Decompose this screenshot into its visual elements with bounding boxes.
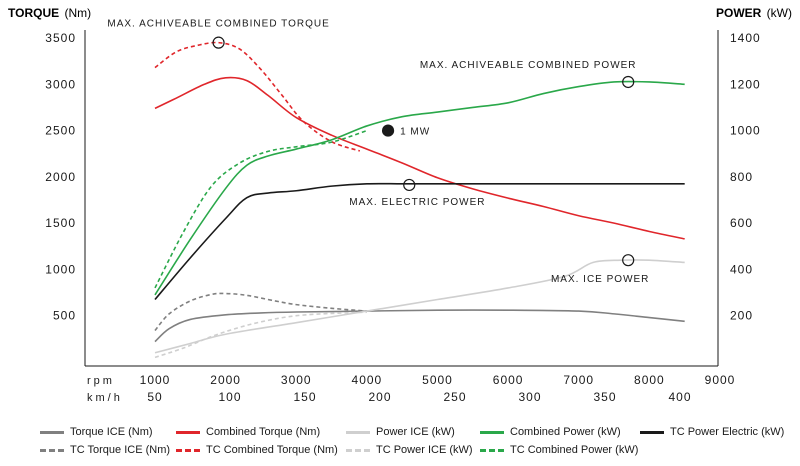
series-line-tc-combined-torque-nm	[154, 41, 361, 152]
legend-swatch	[176, 448, 200, 452]
left-axis-ticks: 500 1000 1500 2000 2500 3000 3500	[45, 31, 76, 323]
series-line-tc-torque-ice-nm	[154, 292, 367, 332]
left-tick-label: 500	[53, 309, 76, 323]
legend-item: TC Power ICE (kW)	[346, 444, 473, 456]
legend-swatch	[640, 430, 664, 434]
right-tick-label: 600	[730, 216, 753, 230]
legend-item: Torque ICE (Nm)	[40, 426, 153, 438]
left-axis-unit: (Nm)	[64, 6, 91, 20]
right-tick-label: 1000	[730, 124, 761, 138]
series-line-tc-combined-power-kw	[154, 129, 368, 289]
legend-swatch	[480, 430, 504, 434]
left-tick-label: 2500	[45, 124, 76, 138]
right-tick-label: 800	[730, 170, 753, 184]
rpm-label: rpm	[87, 375, 115, 387]
kmh-label: km/h	[87, 392, 123, 404]
annotation-label: MAX. ELECTRIC POWER	[349, 197, 485, 208]
right-tick-label: 400	[730, 262, 753, 276]
rpm-tick-label: 1000	[140, 373, 171, 387]
legend-label: TC Combined Torque (Nm)	[206, 444, 338, 456]
legend-label: TC Power ICE (kW)	[376, 444, 473, 456]
legend-label: TC Torque ICE (Nm)	[70, 444, 171, 456]
annotation-marker	[212, 36, 225, 49]
annotation-label: MAX. ACHIVEABLE COMBINED POWER	[420, 60, 637, 71]
rpm-tick-label: 4000	[352, 373, 383, 387]
kmh-tick-label: 350	[593, 390, 616, 404]
legend-item: Power ICE (kW)	[346, 426, 455, 438]
kmh-tick-label: 250	[443, 390, 466, 404]
legend-label: Combined Torque (Nm)	[206, 426, 321, 438]
annotation-marker	[622, 75, 635, 89]
kmh-tick-label: 300	[518, 390, 541, 404]
legend-item: TC Torque ICE (Nm)	[40, 444, 170, 456]
right-tick-label: 200	[730, 309, 753, 323]
annotation-marker	[403, 178, 416, 192]
rpm-tick-label: 5000	[422, 373, 453, 387]
annotation-layer: MAX. ACHIVEABLE COMBINED TORQUE MAX. ACHI…	[107, 19, 649, 286]
legend-swatch	[40, 448, 64, 452]
rpm-tick-label: 8000	[634, 373, 665, 387]
kmh-tick-label: 400	[668, 390, 691, 404]
legend-item: Combined Power (kW)	[480, 426, 621, 438]
series-line-power-ice-kw	[154, 259, 685, 354]
kmh-tick-label: 150	[293, 390, 316, 404]
legend-label: TC Combined Power (kW)	[510, 444, 639, 456]
legend-swatch	[346, 448, 370, 452]
rpm-tick-label: 6000	[493, 373, 524, 387]
series-line-combined-torque-nm	[154, 76, 685, 240]
kmh-tick-label: 50	[147, 390, 162, 404]
series-layer	[154, 41, 685, 359]
right-tick-label: 1200	[730, 77, 761, 91]
left-axis-title: TORQUE (Nm)	[8, 6, 91, 20]
annotation-label: 1 MW	[400, 127, 430, 138]
kmh-tick-label: 200	[368, 390, 391, 404]
kmh-tick-label: 100	[218, 390, 241, 404]
annotation-label: MAX. ACHIVEABLE COMBINED TORQUE	[107, 19, 329, 30]
legend-label: Combined Power (kW)	[510, 426, 621, 438]
legend-item: TC Combined Torque (Nm)	[176, 444, 338, 456]
left-tick-label: 3500	[45, 31, 76, 45]
right-tick-label: 1400	[730, 31, 761, 45]
legend-item: Combined Torque (Nm)	[176, 426, 320, 438]
left-tick-label: 3000	[45, 77, 76, 91]
annotation-marker	[622, 254, 635, 267]
legend-item: TC Combined Power (kW)	[480, 444, 638, 456]
rpm-tick-label: 9000	[705, 373, 736, 387]
legend-swatch	[176, 430, 200, 434]
series-line-tc-power-ice-kw	[154, 311, 367, 359]
annotation-label: MAX. ICE POWER	[551, 274, 649, 285]
right-axis-title: POWER (kW)	[716, 6, 792, 20]
legend-swatch	[480, 448, 504, 452]
legend-item: TC Power Electric (kW)	[640, 426, 784, 438]
left-tick-label: 1500	[45, 216, 76, 230]
series-line-combined-power-kw	[154, 80, 685, 296]
annotation-marker	[381, 124, 395, 137]
right-axis-unit: (kW)	[767, 6, 792, 20]
series-line-torque-ice-nm	[154, 309, 685, 343]
rpm-tick-label: 3000	[281, 373, 312, 387]
torque-power-chart: TORQUE (Nm) POWER (kW) rpm km/h 50010001…	[8, 6, 792, 404]
left-tick-label: 1000	[45, 262, 76, 276]
chart-legend: Torque ICE (Nm) TC Torque ICE (Nm) Combine…	[0, 426, 800, 466]
legend-label: TC Power Electric (kW)	[670, 426, 785, 438]
left-axis-title-text: TORQUE	[8, 6, 59, 20]
series-line-tc-power-electric-kw	[154, 182, 685, 301]
legend-label: Power ICE (kW)	[376, 426, 455, 438]
legend-swatch	[346, 430, 370, 434]
x-axis-ticks: 1000 2000 3000 4000 5000 6000 7000 8000 9000 50 10…	[140, 373, 736, 404]
left-tick-label: 2000	[45, 170, 76, 184]
right-axis-ticks: 200 400 600 800 1000 1200 1400	[730, 31, 761, 323]
rpm-tick-label: 2000	[210, 373, 241, 387]
right-axis-title-text: POWER	[716, 6, 762, 20]
rpm-tick-label: 7000	[563, 373, 594, 387]
legend-swatch	[40, 430, 64, 434]
legend-label: Torque ICE (Nm)	[70, 426, 153, 438]
